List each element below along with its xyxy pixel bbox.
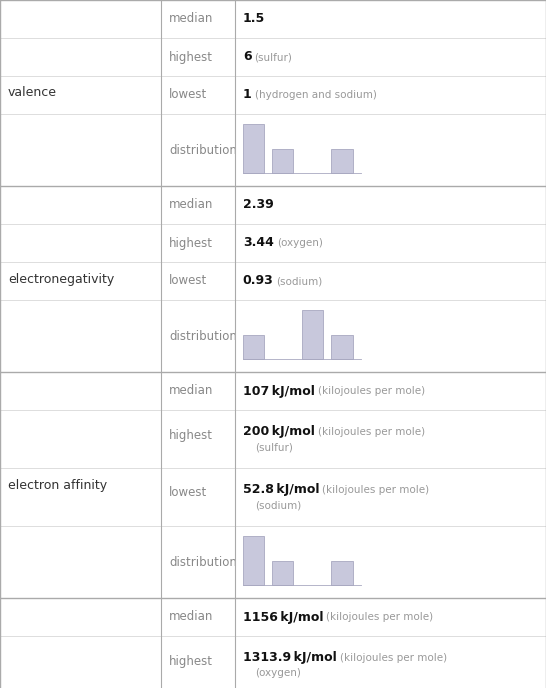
Text: distribution: distribution xyxy=(169,144,237,156)
Text: 1313.9 kJ/mol: 1313.9 kJ/mol xyxy=(243,652,336,665)
Text: median: median xyxy=(169,610,213,623)
Text: (kilojoules per mole): (kilojoules per mole) xyxy=(340,653,447,663)
Bar xyxy=(243,334,264,359)
Text: 1156 kJ/mol: 1156 kJ/mol xyxy=(243,610,323,623)
Text: 107 kJ/mol: 107 kJ/mol xyxy=(243,385,314,398)
Text: lowest: lowest xyxy=(169,89,207,102)
Text: 52.8 kJ/mol: 52.8 kJ/mol xyxy=(243,484,319,497)
Text: lowest: lowest xyxy=(169,486,207,499)
Text: electron affinity: electron affinity xyxy=(8,478,107,491)
Text: (oxygen): (oxygen) xyxy=(255,668,301,678)
Text: 6: 6 xyxy=(243,50,251,63)
Text: valence: valence xyxy=(8,87,57,100)
Text: 2.39: 2.39 xyxy=(243,199,274,211)
Bar xyxy=(272,149,293,173)
Bar xyxy=(331,334,353,359)
Text: (kilojoules per mole): (kilojoules per mole) xyxy=(327,612,434,622)
Text: (oxygen): (oxygen) xyxy=(277,238,323,248)
Text: highest: highest xyxy=(169,429,213,442)
Text: (kilojoules per mole): (kilojoules per mole) xyxy=(318,427,425,437)
Bar xyxy=(243,124,264,173)
Text: 200 kJ/mol: 200 kJ/mol xyxy=(243,425,314,438)
Text: median: median xyxy=(169,199,213,211)
Bar xyxy=(243,536,264,585)
Text: (sodium): (sodium) xyxy=(255,500,301,510)
Bar xyxy=(331,149,353,173)
Text: electronegativity: electronegativity xyxy=(8,272,114,286)
Text: highest: highest xyxy=(169,654,213,667)
Text: 1: 1 xyxy=(243,89,252,102)
Bar xyxy=(272,561,293,585)
Text: (sulfur): (sulfur) xyxy=(254,52,292,62)
Text: (kilojoules per mole): (kilojoules per mole) xyxy=(322,485,429,495)
Text: (sodium): (sodium) xyxy=(276,276,323,286)
Bar xyxy=(331,561,353,585)
Bar xyxy=(302,310,323,359)
Text: 3.44: 3.44 xyxy=(243,237,274,250)
Text: highest: highest xyxy=(169,237,213,250)
Text: (hydrogen and sodium): (hydrogen and sodium) xyxy=(254,90,376,100)
Text: distribution: distribution xyxy=(169,555,237,568)
Text: 0.93: 0.93 xyxy=(243,275,274,288)
Text: distribution: distribution xyxy=(169,330,237,343)
Text: highest: highest xyxy=(169,50,213,63)
Text: median: median xyxy=(169,385,213,398)
Text: 1.5: 1.5 xyxy=(243,12,265,25)
Text: median: median xyxy=(169,12,213,25)
Text: lowest: lowest xyxy=(169,275,207,288)
Text: (kilojoules per mole): (kilojoules per mole) xyxy=(318,386,425,396)
Text: (sulfur): (sulfur) xyxy=(255,442,293,452)
